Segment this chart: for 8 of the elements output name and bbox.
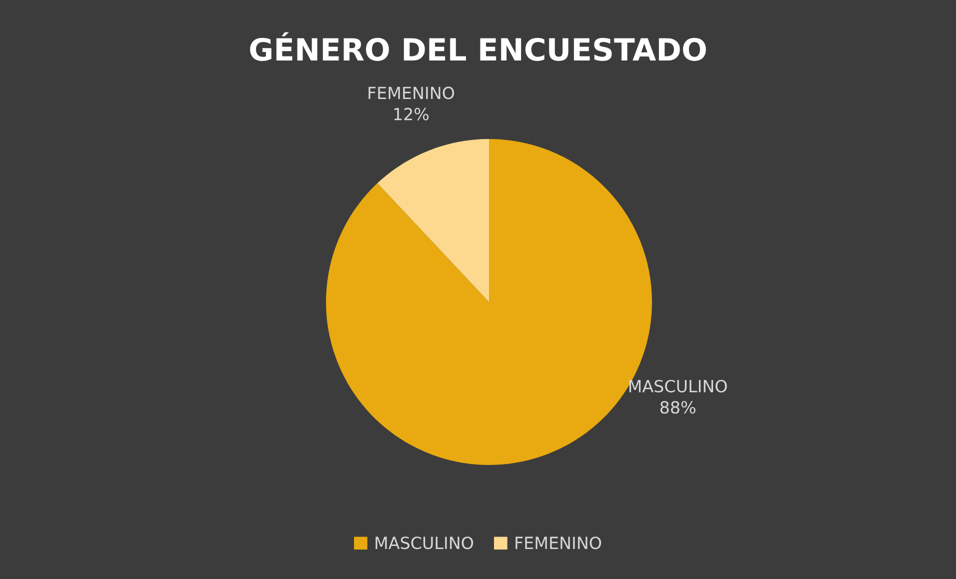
legend-label: FEMENINO [516, 536, 602, 550]
chart-title: GÉNERO DEL ENCUESTADO [250, 32, 706, 61]
data-label: 12% [394, 108, 429, 120]
pie-slice [377, 139, 489, 302]
legend-label: MASCULINO [376, 536, 474, 550]
data-label: 88% [660, 401, 696, 414]
slice-label: MASCULINO [629, 380, 727, 392]
slice-label: FEMENINO [368, 86, 454, 100]
